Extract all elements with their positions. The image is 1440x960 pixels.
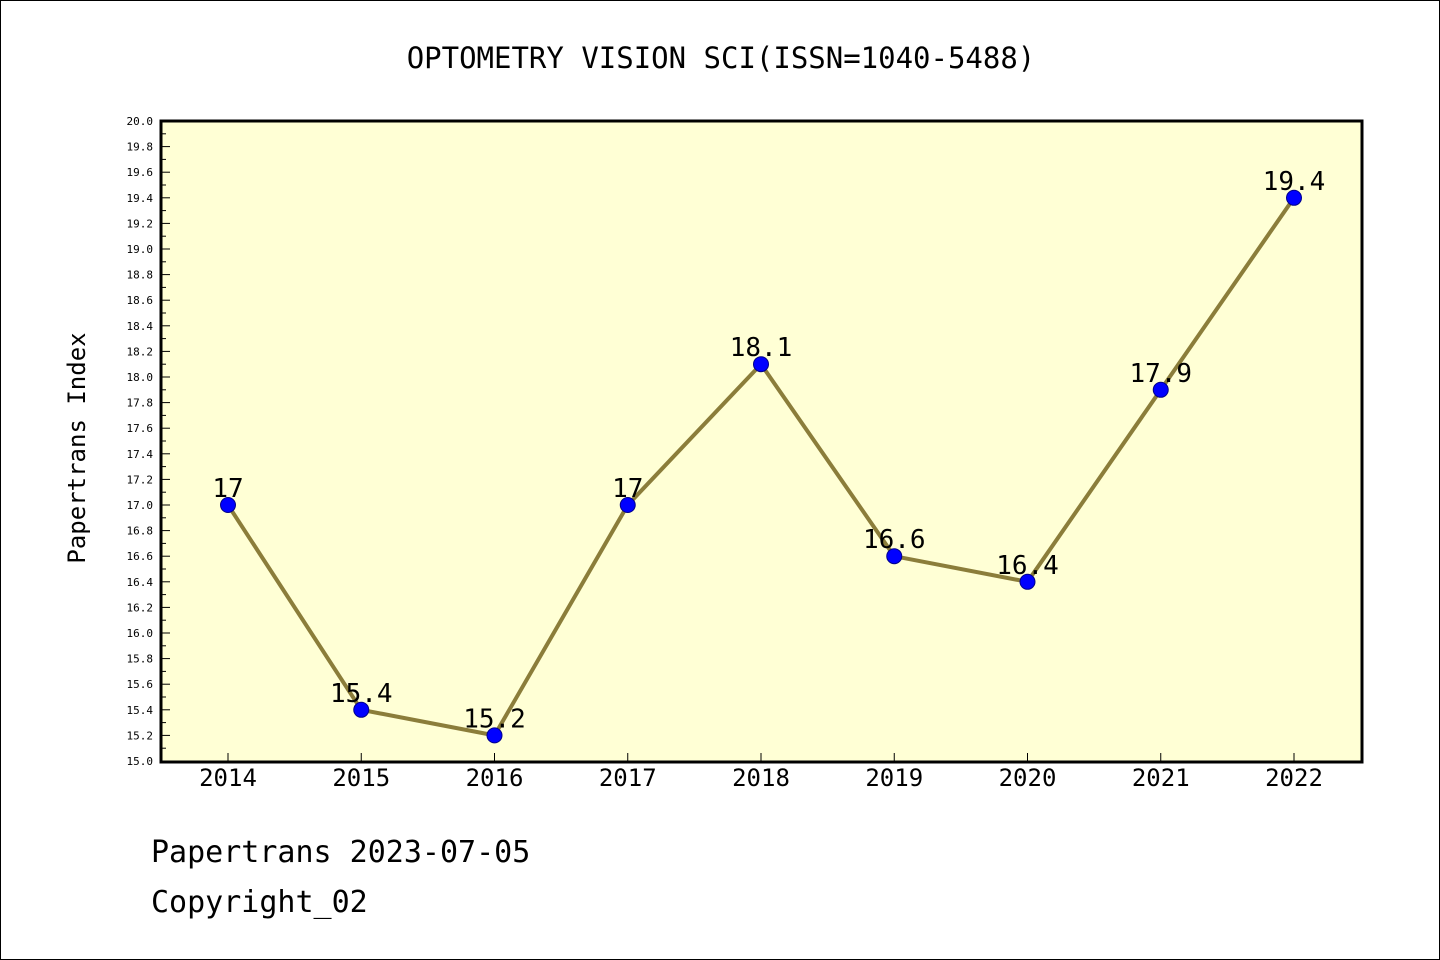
y-tick-label: 18.2 (127, 345, 154, 358)
y-tick-label: 16.0 (127, 627, 154, 640)
y-tick-label: 18.4 (127, 320, 154, 333)
y-tick-label: 15.2 (127, 729, 154, 742)
y-tick-label: 17.6 (127, 422, 154, 435)
y-tick-label: 18.0 (127, 371, 154, 384)
data-label: 18.1 (730, 333, 793, 363)
data-point (220, 497, 236, 513)
y-tick-label: 15.4 (127, 704, 154, 717)
y-tick-label: 15.6 (127, 678, 154, 691)
data-point (886, 548, 903, 565)
y-tick-label: 17.4 (127, 448, 154, 461)
y-tick-label: 17.0 (127, 499, 154, 512)
data-label: 17 (212, 474, 243, 504)
data-point (1286, 189, 1302, 206)
x-tick-label: 2016 (466, 764, 524, 792)
y-tick-label: 19.0 (127, 243, 154, 256)
x-tick-label: 2021 (1132, 764, 1190, 792)
x-tick-label: 2020 (999, 764, 1057, 792)
x-tick-label: 2015 (332, 764, 390, 792)
x-tick-label: 2022 (1265, 764, 1323, 792)
footer-copyright: Copyright_02 (151, 885, 368, 920)
x-tick-label: 2017 (599, 764, 657, 792)
data-label: 17 (612, 474, 643, 504)
y-tick-label: 19.8 (127, 141, 154, 154)
y-tick-label: 18.8 (127, 269, 154, 282)
y-tick-label: 19.2 (127, 217, 154, 230)
y-tick-label: 16.6 (127, 550, 154, 563)
y-tick-label: 16.2 (127, 601, 154, 614)
y-tick-label: 18.6 (127, 294, 154, 307)
y-tick-label: 19.4 (127, 192, 154, 205)
plot-area (159, 119, 1364, 764)
data-label: 19.4 (1263, 167, 1326, 197)
data-point (353, 701, 370, 718)
data-label: 16.6 (863, 525, 926, 555)
y-tick-label: 16.8 (127, 525, 154, 538)
data-label: 15.4 (330, 679, 393, 709)
series-line-group: 17 15.4 15.2 17 18.1 16.6 16.4 17.9 19.4 (212, 167, 1326, 744)
data-point (486, 727, 503, 744)
footer-date: Papertrans 2023-07-05 (151, 835, 531, 870)
chart-title: OPTOMETRY VISION SCI(ISSN=1040-5488) (407, 41, 1036, 75)
y-tick-label: 17.2 (127, 473, 154, 486)
y-tick-label: 15.8 (127, 653, 154, 666)
data-label: 15.2 (463, 704, 526, 734)
y-tick-label: 20.0 (127, 115, 154, 128)
x-axis-ticks: 2014 2015 2016 2017 2018 2019 2020 2021 2022 (199, 753, 1323, 792)
y-tick-label: 16.4 (127, 576, 154, 589)
x-tick-label: 2019 (865, 764, 923, 792)
data-point (1152, 381, 1169, 398)
y-axis-label: Papertrans Index (63, 332, 91, 563)
y-tick-label: 15.0 (127, 755, 154, 768)
data-point (619, 497, 636, 513)
y-tick-label: 19.6 (127, 166, 154, 179)
data-point (753, 356, 769, 373)
y-tick-label: 17.8 (127, 397, 154, 410)
data-label: 17.9 (1129, 359, 1192, 389)
data-label: 16.4 (996, 551, 1059, 581)
data-point (1019, 573, 1036, 590)
y-axis-ticks: 15.0 15.2 15.4 15.6 15.8 16.0 16.2 16.4 16.6 16.8… (127, 115, 170, 768)
x-tick-label: 2018 (732, 764, 790, 792)
x-tick-label: 2014 (199, 764, 257, 792)
